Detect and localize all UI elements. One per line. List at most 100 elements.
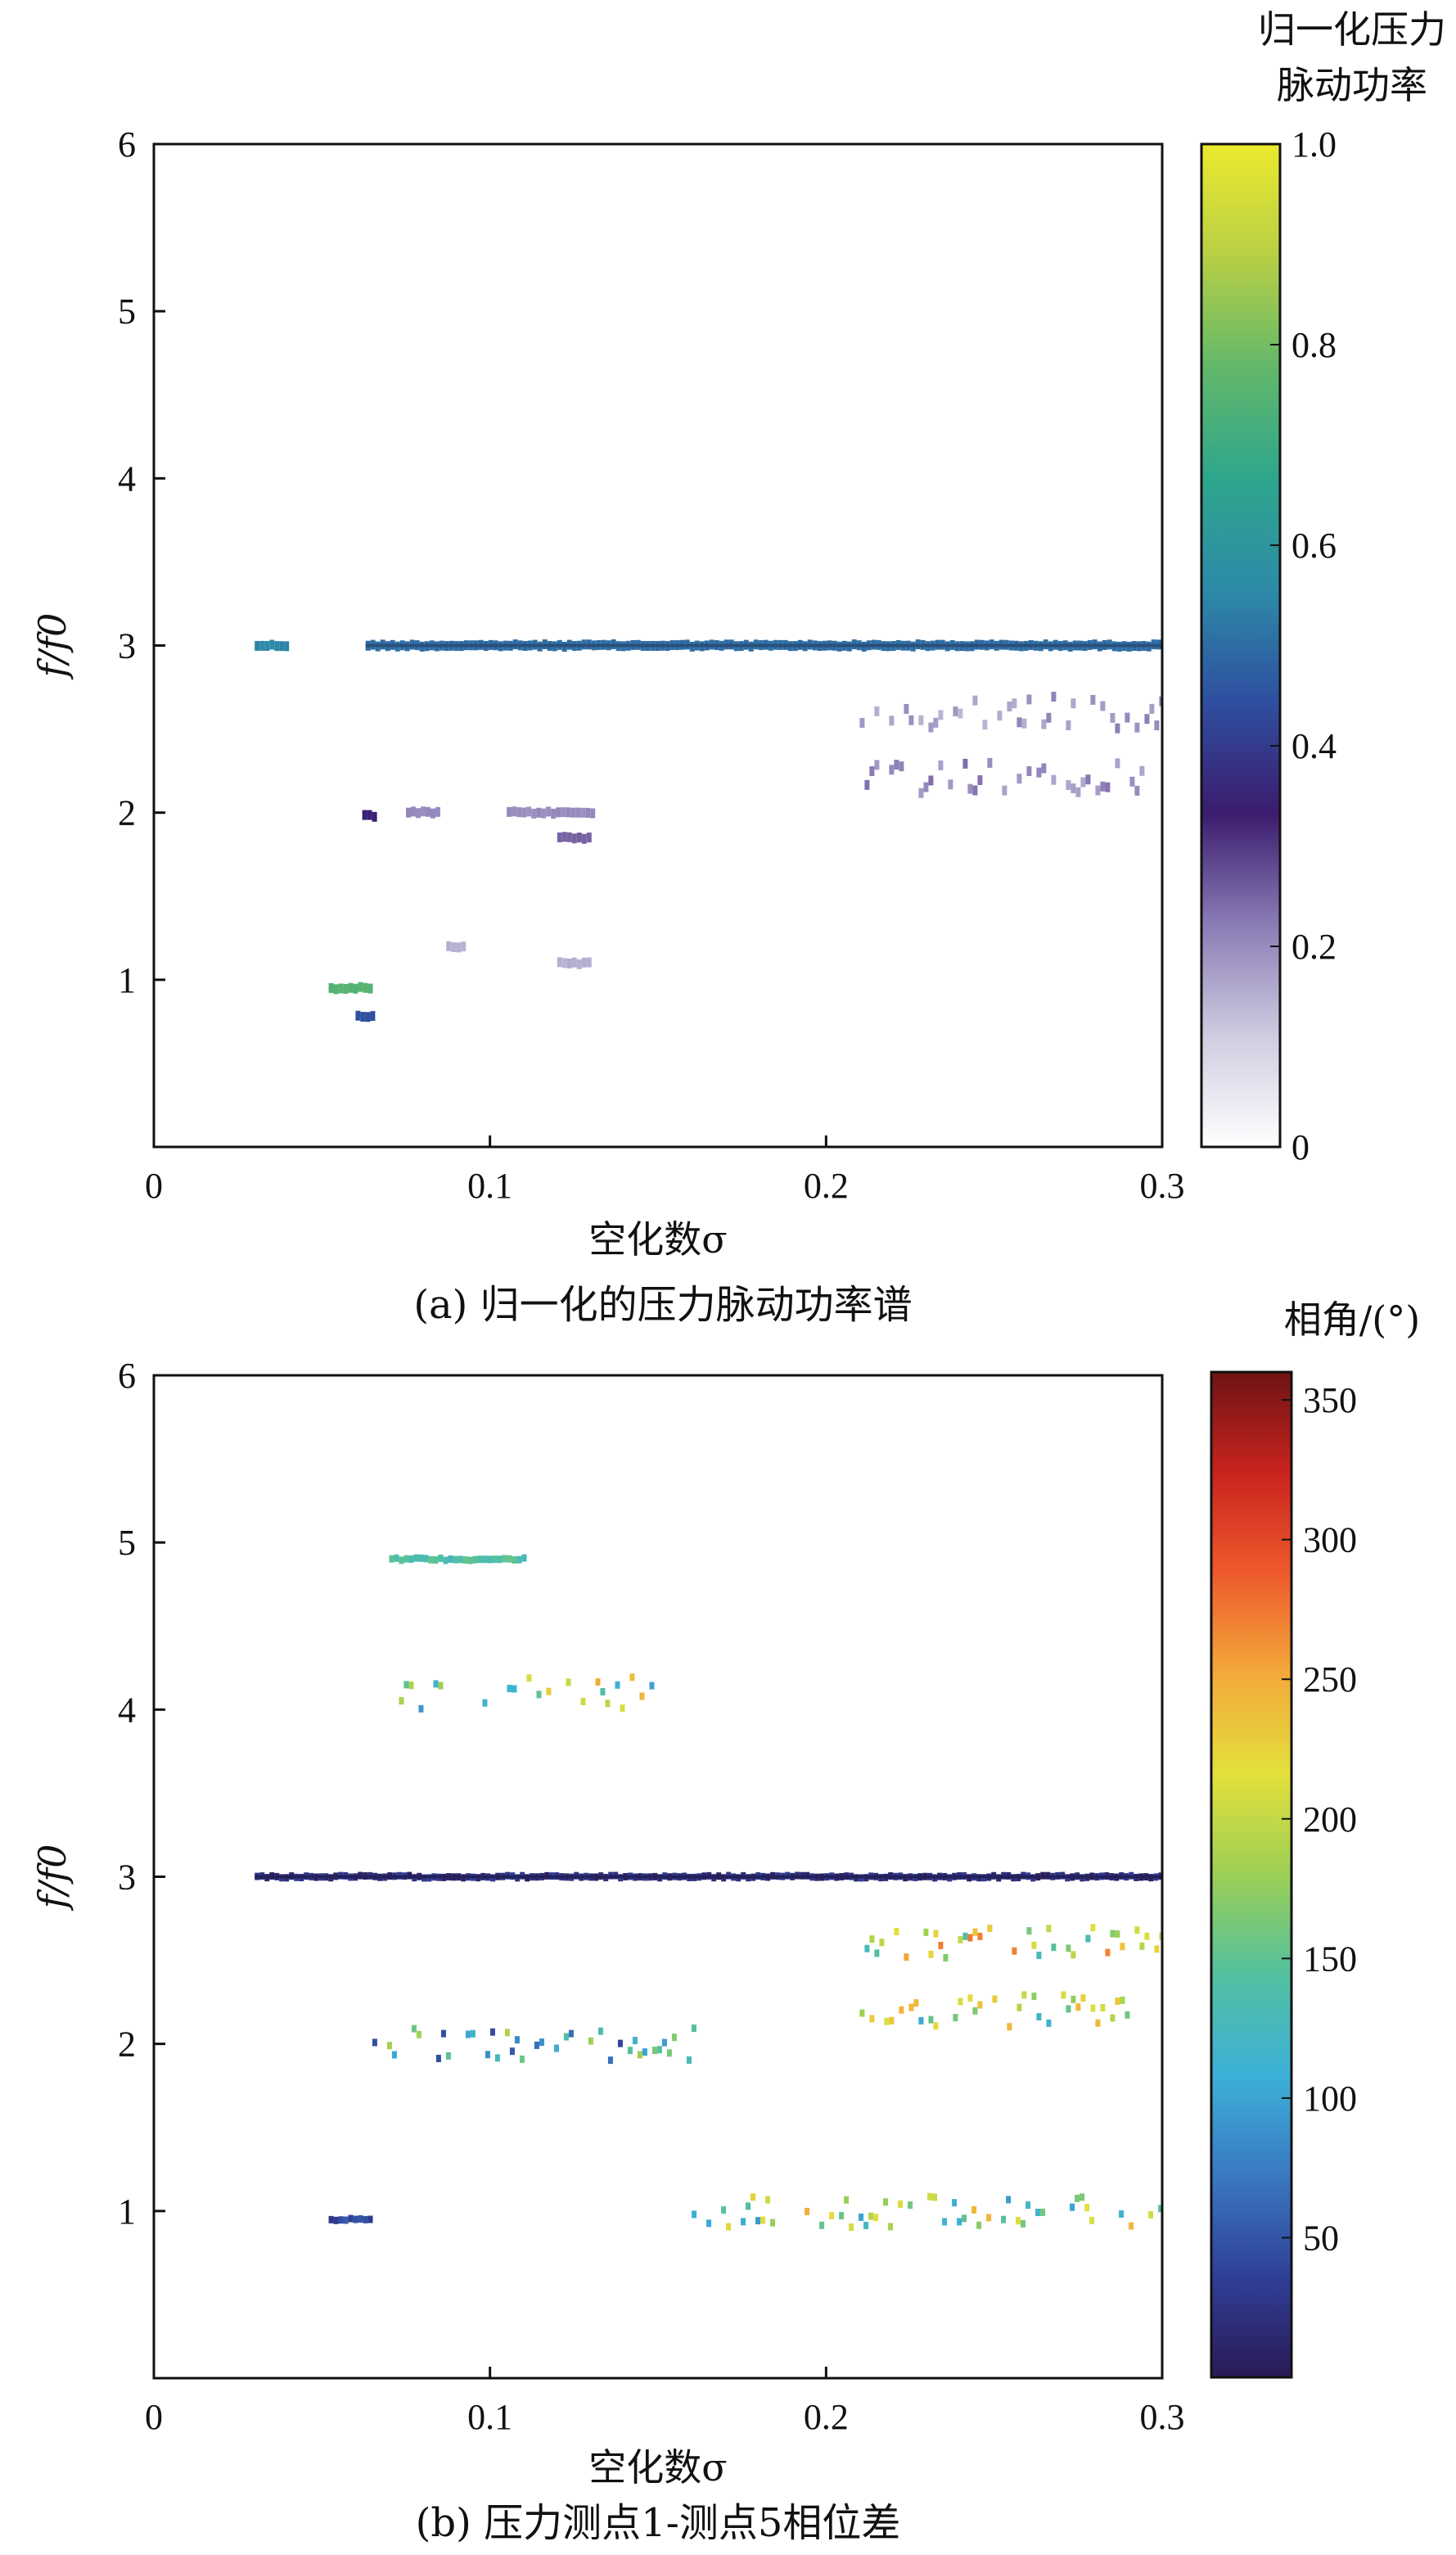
heatmap-cell	[868, 2212, 874, 2220]
heatmap-cell	[482, 1555, 488, 1564]
heatmap-cell	[873, 2214, 879, 2222]
heatmap-cell	[889, 765, 895, 775]
heatmap-cell	[1100, 701, 1106, 711]
heatmap-cell	[874, 1949, 880, 1957]
heatmap-cell	[859, 2213, 864, 2221]
heatmap-cell	[512, 1685, 517, 1693]
heatmap-cell	[1129, 776, 1135, 787]
heatmap-cell	[358, 2214, 363, 2223]
x-axis-label-b: 空化数σ	[588, 2445, 727, 2490]
heatmap-cell	[844, 2196, 850, 2204]
heatmap-cell	[1071, 783, 1076, 793]
heatmap-cell	[859, 718, 865, 729]
heatmap-cell	[451, 942, 457, 953]
heatmap-cell	[360, 1012, 366, 1022]
heatmap-cell	[438, 1554, 444, 1562]
heatmap-cell	[620, 1704, 625, 1713]
heatmap-cell	[874, 706, 880, 716]
heatmap-cell	[1090, 1924, 1096, 1932]
heatmap-cell	[1001, 2215, 1007, 2223]
heatmap-cell	[546, 806, 552, 817]
heatmap-cell	[839, 2211, 845, 2219]
heatmap-cell	[1051, 774, 1057, 785]
heatmap-cell	[467, 1556, 473, 1564]
axis-ticks-a: 0 0.1 0.2 0.3 1 2 3 4 5 6	[118, 124, 1185, 1206]
heatmap-cell	[575, 807, 581, 818]
heatmap-cell	[595, 1678, 601, 1686]
heatmap-cell	[928, 1950, 934, 1958]
heatmap-cell	[1159, 1932, 1162, 1940]
heatmap-cell	[514, 2036, 520, 2044]
heatmap-cell	[770, 2219, 776, 2227]
colorbar-tick-label: 100	[1303, 2079, 1357, 2119]
heatmap-cell	[411, 2025, 417, 2033]
heatmap-cell	[874, 760, 880, 770]
heatmap-cell	[1036, 767, 1042, 778]
heatmap-cell	[372, 2038, 377, 2047]
heatmap-cell	[863, 2221, 869, 2229]
heatmap-cell	[859, 2009, 865, 2017]
heatmap-cell	[829, 2211, 835, 2219]
heatmap-cell	[363, 982, 368, 993]
heatmap-cell	[536, 1691, 542, 1699]
colorbar-b-ticks: 50 100 150 200 250 300 350	[1282, 1380, 1357, 2258]
heatmap-feature	[389, 1554, 527, 1564]
heatmap-cell	[987, 757, 993, 768]
heatmap-cell	[627, 2047, 633, 2055]
heatmap-cell	[967, 1934, 973, 1942]
heatmap-cell	[362, 810, 367, 820]
heatmap-cell	[338, 2216, 344, 2224]
heatmap-cell	[962, 1932, 968, 1940]
heatmap-cell	[605, 1700, 611, 1708]
heatmap-cell	[938, 760, 944, 770]
heatmap-cell	[539, 2038, 544, 2047]
heatmap-cell	[671, 2034, 677, 2042]
heatmap-cell	[1134, 1926, 1140, 1934]
heatmap-cell	[928, 2016, 934, 2024]
colorbar-tick-label: 0.6	[1291, 526, 1337, 566]
heatmap-cell	[435, 806, 440, 817]
y-tick-label: 1	[118, 960, 136, 1000]
heatmap-cell	[588, 2037, 593, 2045]
heatmap-cell	[721, 2206, 727, 2214]
heatmap-cell	[898, 2200, 904, 2208]
heatmap-cell	[741, 2218, 746, 2226]
heatmap-cell	[1110, 2014, 1116, 2022]
heatmap-cell	[576, 833, 582, 843]
heatmap-cell	[942, 2218, 948, 2226]
heatmap-cell	[879, 1939, 885, 1947]
heatmap-cell	[864, 779, 870, 790]
heatmap-cell	[416, 2030, 421, 2038]
heatmap-cell	[958, 708, 963, 719]
heatmap-cell	[1084, 2204, 1090, 2212]
heatmap-cell	[819, 2221, 825, 2229]
heatmap-cell	[977, 2001, 983, 2009]
colorbar-tick-label: 150	[1303, 1939, 1357, 1979]
heatmap-cell	[453, 1555, 458, 1564]
y-axis-label-a: f/f0	[30, 613, 74, 680]
heatmap-cell	[1075, 787, 1081, 797]
heatmap-cell	[269, 639, 275, 650]
heatmap-cell	[386, 2042, 392, 2050]
heatmap-cell	[512, 806, 517, 817]
heatmap-cell	[1119, 2210, 1125, 2219]
heatmap-cell	[918, 788, 924, 798]
heatmap-cell	[489, 2028, 495, 2036]
colorbar-b-title: 相角/(°)	[1284, 1298, 1420, 1342]
heatmap-cell	[953, 706, 958, 716]
heatmap-cell	[755, 2217, 761, 2225]
heatmap-cell	[760, 2216, 766, 2224]
heatmap-cell	[367, 2215, 373, 2223]
heatmap-cell	[904, 1953, 909, 1961]
heatmap-feature	[255, 1871, 1162, 1882]
heatmap-cell	[1139, 765, 1145, 776]
heatmap-cell	[534, 2041, 539, 2049]
heatmap-cell	[1016, 774, 1022, 784]
heatmap-feature	[859, 1991, 1130, 2031]
heatmap-cell	[1120, 1943, 1125, 1951]
heatmap-cell	[553, 2044, 559, 2052]
heatmap-cell	[516, 1555, 522, 1564]
heatmap-cell	[1075, 2003, 1081, 2011]
heatmap-cell	[353, 2215, 358, 2223]
heatmap-cell	[1051, 1943, 1057, 1952]
